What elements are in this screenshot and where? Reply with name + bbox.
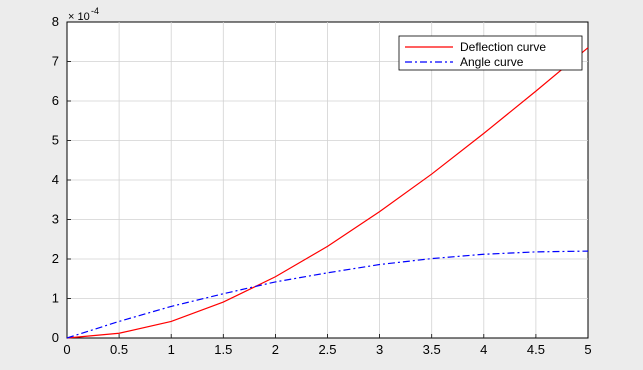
exponent-value: -4 (91, 6, 99, 16)
grid-lines (67, 22, 588, 338)
exponent-label: × 10 -4 (68, 6, 99, 23)
y-tick-label: 2 (52, 251, 59, 266)
legend-label-deflection: Deflection curve (460, 40, 546, 54)
x-tick-label: 0 (63, 342, 70, 357)
y-tick-label: 4 (52, 172, 59, 187)
y-tick-label: 7 (52, 54, 59, 69)
y-tick-label: 6 (52, 93, 59, 108)
y-tick-label: 8 (52, 14, 59, 29)
x-tick-label: 1 (168, 342, 175, 357)
legend-label-angle: Angle curve (460, 55, 524, 69)
legend-box (398, 35, 583, 71)
x-tick-label: 4.5 (527, 342, 545, 357)
x-axis-ticks: 0 0.5 1 1.5 2 2.5 3 3.5 4 4.5 5 (63, 334, 592, 357)
x-tick-label: 1.5 (214, 342, 232, 357)
exponent-base: × 10 (68, 11, 90, 23)
x-tick-label: 3.5 (423, 342, 441, 357)
x-tick-label: 2 (272, 342, 279, 357)
y-tick-label: 5 (52, 133, 59, 148)
y-tick-label: 1 (52, 291, 59, 306)
y-axis-ticks: 0 1 2 3 4 5 6 7 8 (52, 14, 71, 345)
y-tick-label: 0 (52, 330, 59, 345)
deflection-curve-line (66, 47, 589, 339)
y-tick-label: 3 (52, 212, 59, 227)
legend: Deflection curve Angle curve (398, 35, 583, 71)
x-tick-label: 5 (584, 342, 591, 357)
x-tick-label: 0.5 (110, 342, 128, 357)
x-tick-label: 2.5 (318, 342, 336, 357)
x-tick-label: 4 (480, 342, 487, 357)
x-tick-label: 3 (376, 342, 383, 357)
series-lines (66, 47, 589, 339)
angle-curve-line (66, 250, 589, 339)
